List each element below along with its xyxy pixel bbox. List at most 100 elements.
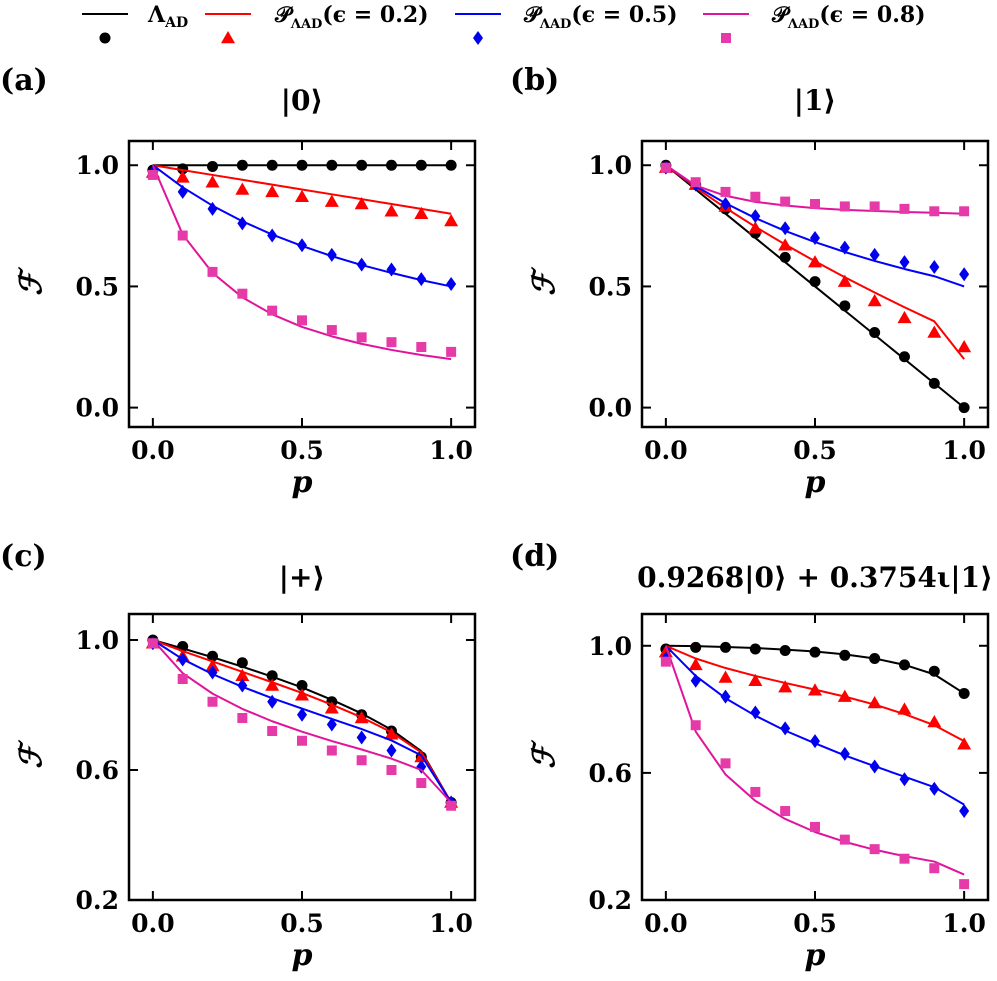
data-point bbox=[810, 734, 820, 749]
panels: (a) |0⟩ 0.0 0.5 1.0 0.0 0.5 1.0 p ℱ (b) |1⟩ 0.0 0.5 1.… bbox=[0, 63, 993, 973]
data-point bbox=[749, 643, 761, 655]
x-tick-label: 0.0 bbox=[131, 909, 175, 938]
data-point bbox=[959, 804, 970, 819]
data-point bbox=[779, 645, 791, 657]
data-point bbox=[237, 288, 248, 299]
series bbox=[660, 162, 970, 217]
data-point bbox=[690, 641, 702, 653]
data-point bbox=[690, 673, 701, 688]
data-point bbox=[780, 221, 791, 236]
data-point bbox=[207, 201, 218, 216]
series bbox=[147, 636, 457, 810]
data-point bbox=[177, 163, 189, 175]
data-point bbox=[837, 274, 852, 287]
data-point bbox=[267, 726, 278, 736]
y-tick-label: 0.6 bbox=[76, 756, 120, 785]
data-point bbox=[235, 668, 250, 681]
data-point bbox=[867, 293, 882, 307]
data-point bbox=[207, 650, 219, 662]
y-tick-label: 0.0 bbox=[76, 394, 120, 423]
x-tick-label: 0.5 bbox=[280, 909, 324, 938]
series bbox=[658, 644, 972, 750]
data-point bbox=[898, 659, 910, 671]
data-point bbox=[237, 713, 248, 723]
series bbox=[660, 160, 970, 288]
series-curve bbox=[152, 164, 452, 215]
data-point bbox=[235, 182, 250, 195]
y-tick-label: 0.2 bbox=[589, 886, 633, 915]
data-point bbox=[869, 759, 880, 774]
data-point bbox=[809, 276, 821, 288]
data-point bbox=[690, 720, 701, 731]
data-point bbox=[899, 255, 910, 270]
data-point bbox=[207, 665, 218, 680]
data-point bbox=[869, 326, 881, 338]
data-point bbox=[839, 649, 851, 661]
data-point bbox=[236, 657, 248, 669]
x-tick-label: 0.5 bbox=[793, 436, 837, 465]
data-point bbox=[957, 340, 972, 353]
data-point bbox=[354, 197, 369, 210]
data-point bbox=[899, 203, 910, 214]
data-point bbox=[356, 755, 367, 766]
legend-label: ΛAD bbox=[147, 2, 188, 31]
data-point bbox=[810, 199, 820, 210]
data-point bbox=[297, 707, 307, 722]
data-point bbox=[690, 177, 701, 188]
y-tick-label: 1.0 bbox=[76, 151, 120, 180]
data-point bbox=[837, 689, 852, 702]
data-point bbox=[958, 687, 970, 699]
x-axis-label: p bbox=[292, 465, 313, 500]
data-point bbox=[386, 765, 397, 775]
data-point bbox=[416, 778, 427, 788]
data-point bbox=[839, 834, 850, 845]
data-point bbox=[326, 159, 338, 171]
data-point bbox=[869, 247, 880, 262]
data-point bbox=[927, 325, 942, 338]
data-point bbox=[899, 772, 910, 787]
data-point bbox=[928, 377, 940, 389]
data-point bbox=[929, 781, 940, 796]
data-point bbox=[688, 657, 703, 671]
data-point bbox=[297, 735, 307, 746]
data-point bbox=[808, 683, 822, 696]
data-point bbox=[720, 186, 731, 197]
panel-title: |1⟩ bbox=[794, 84, 836, 117]
chart-panel: (b) |1⟩ 0.0 0.5 1.0 0.0 0.5 1.0 p ℱ bbox=[510, 63, 990, 500]
series bbox=[147, 638, 457, 811]
data-point bbox=[839, 240, 850, 255]
data-point bbox=[147, 638, 158, 649]
legend-marker bbox=[721, 33, 731, 43]
data-point bbox=[207, 696, 218, 707]
y-axis-label: ℱ bbox=[527, 267, 562, 296]
data-point bbox=[386, 262, 397, 277]
data-point bbox=[236, 159, 248, 171]
data-point bbox=[446, 800, 457, 811]
data-point bbox=[267, 228, 278, 243]
data-point bbox=[237, 678, 248, 693]
data-point bbox=[296, 680, 308, 691]
data-point bbox=[266, 159, 278, 171]
data-point bbox=[720, 689, 731, 704]
panel-label: (c) bbox=[0, 539, 47, 574]
data-point bbox=[779, 251, 791, 263]
x-tick-label: 0.0 bbox=[131, 436, 175, 465]
data-point bbox=[356, 332, 367, 343]
data-point bbox=[326, 717, 337, 732]
data-point bbox=[750, 209, 761, 224]
data-point bbox=[177, 184, 188, 199]
y-axis-label: ℱ bbox=[527, 740, 562, 769]
panel-title: |0⟩ bbox=[281, 84, 323, 117]
data-point bbox=[414, 206, 429, 219]
data-point bbox=[897, 702, 912, 715]
data-point bbox=[207, 160, 219, 172]
y-tick-label: 1.0 bbox=[76, 626, 120, 655]
series bbox=[147, 159, 457, 176]
data-point bbox=[718, 670, 733, 683]
data-point bbox=[959, 206, 970, 217]
data-point bbox=[177, 652, 188, 667]
data-point bbox=[748, 221, 763, 234]
data-point bbox=[750, 191, 761, 202]
data-point bbox=[929, 260, 940, 275]
data-point bbox=[356, 257, 367, 272]
